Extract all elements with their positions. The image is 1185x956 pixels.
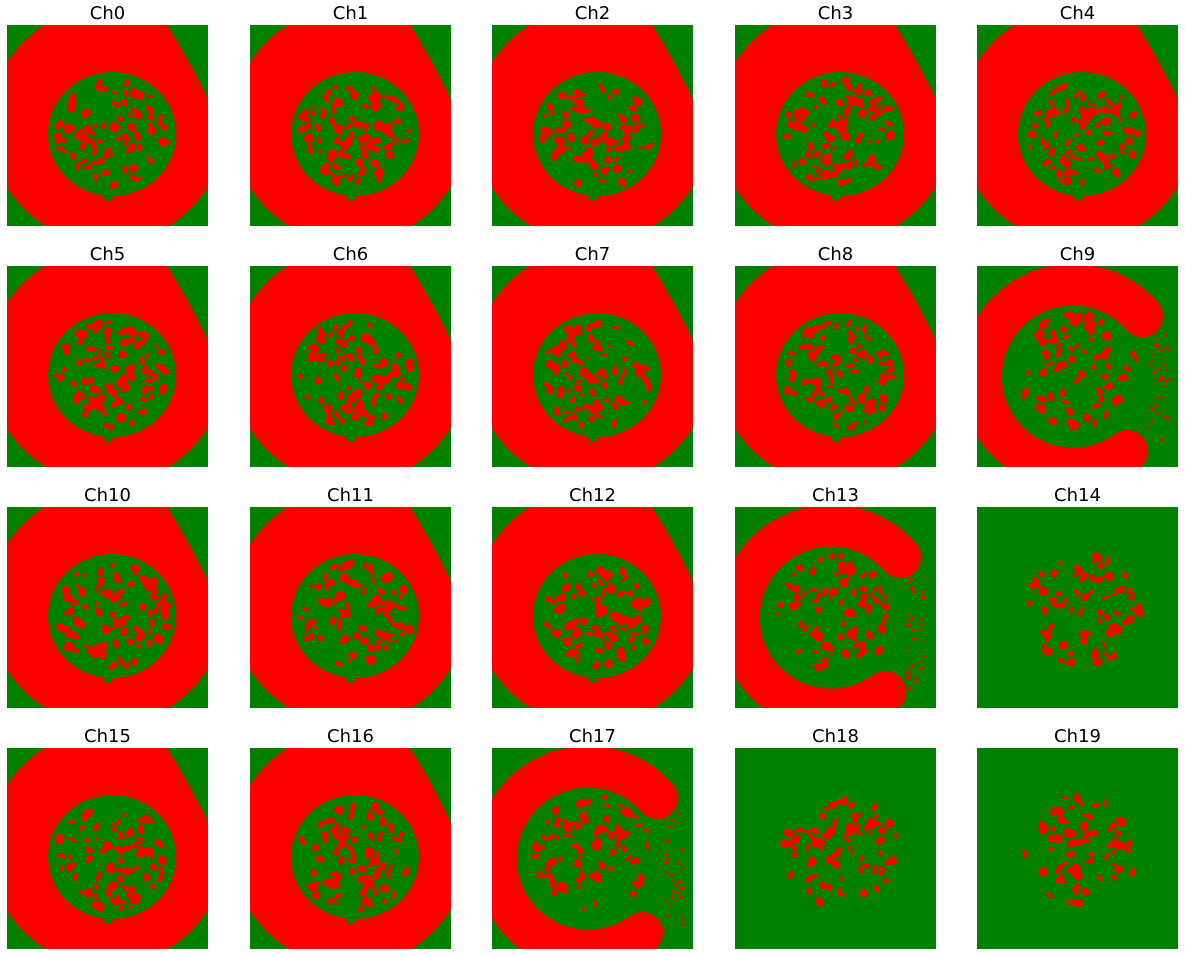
panel-title: Ch5 xyxy=(89,244,126,265)
panel-title: Ch1 xyxy=(332,3,369,24)
panel-title: Ch8 xyxy=(817,244,854,265)
panel-title: Ch6 xyxy=(332,244,369,265)
channel-panel: Ch3 xyxy=(735,2,936,226)
panel-title: Ch16 xyxy=(327,726,374,747)
panel-title: Ch2 xyxy=(574,3,611,24)
panel-title: Ch10 xyxy=(84,485,131,506)
channel-mask-image xyxy=(977,507,1178,708)
channel-mask-image xyxy=(250,25,451,226)
channel-panel: Ch2 xyxy=(492,2,693,226)
panel-title: Ch19 xyxy=(1054,726,1101,747)
channel-panel: Ch13 xyxy=(735,484,936,708)
channel-panel: Ch16 xyxy=(250,725,451,949)
panel-title: Ch18 xyxy=(812,726,859,747)
channel-panel: Ch12 xyxy=(492,484,693,708)
channel-panel: Ch6 xyxy=(250,243,451,467)
channel-panel: Ch11 xyxy=(250,484,451,708)
channel-mask-image xyxy=(735,748,936,949)
channel-mask-image xyxy=(735,25,936,226)
channel-mask-image xyxy=(735,266,936,467)
channel-mask-image xyxy=(250,266,451,467)
channel-mask-image xyxy=(7,266,208,467)
channel-panel: Ch9 xyxy=(977,243,1178,467)
channel-mask-image xyxy=(492,266,693,467)
channel-mask-image xyxy=(7,748,208,949)
channel-panel: Ch0 xyxy=(7,2,208,226)
channel-mask-image xyxy=(7,25,208,226)
panel-title: Ch9 xyxy=(1059,244,1096,265)
channel-panel: Ch17 xyxy=(492,725,693,949)
panel-title: Ch13 xyxy=(812,485,859,506)
panel-title: Ch4 xyxy=(1059,3,1096,24)
channel-panel: Ch19 xyxy=(977,725,1178,949)
channel-panel: Ch15 xyxy=(7,725,208,949)
panel-title: Ch12 xyxy=(569,485,616,506)
panel-title: Ch0 xyxy=(89,3,126,24)
channel-mask-image xyxy=(977,25,1178,226)
channel-panel: Ch7 xyxy=(492,243,693,467)
channel-mask-image xyxy=(250,507,451,708)
channel-panel: Ch4 xyxy=(977,2,1178,226)
channel-panel: Ch10 xyxy=(7,484,208,708)
panel-title: Ch3 xyxy=(817,3,854,24)
channel-mask-image xyxy=(250,748,451,949)
channel-mask-image xyxy=(492,25,693,226)
channel-panel: Ch18 xyxy=(735,725,936,949)
channel-panel: Ch14 xyxy=(977,484,1178,708)
panel-title: Ch17 xyxy=(569,726,616,747)
channel-mask-image xyxy=(977,748,1178,949)
channel-panel: Ch8 xyxy=(735,243,936,467)
channel-mask-image xyxy=(7,507,208,708)
panel-title: Ch15 xyxy=(84,726,131,747)
channel-panel: Ch5 xyxy=(7,243,208,467)
panel-title: Ch7 xyxy=(574,244,611,265)
channel-panel: Ch1 xyxy=(250,2,451,226)
channel-mask-image xyxy=(977,266,1178,467)
channel-mask-image xyxy=(735,507,936,708)
panel-title: Ch11 xyxy=(327,485,374,506)
channel-mask-image xyxy=(492,507,693,708)
panel-title: Ch14 xyxy=(1054,485,1101,506)
channel-mask-image xyxy=(492,748,693,949)
